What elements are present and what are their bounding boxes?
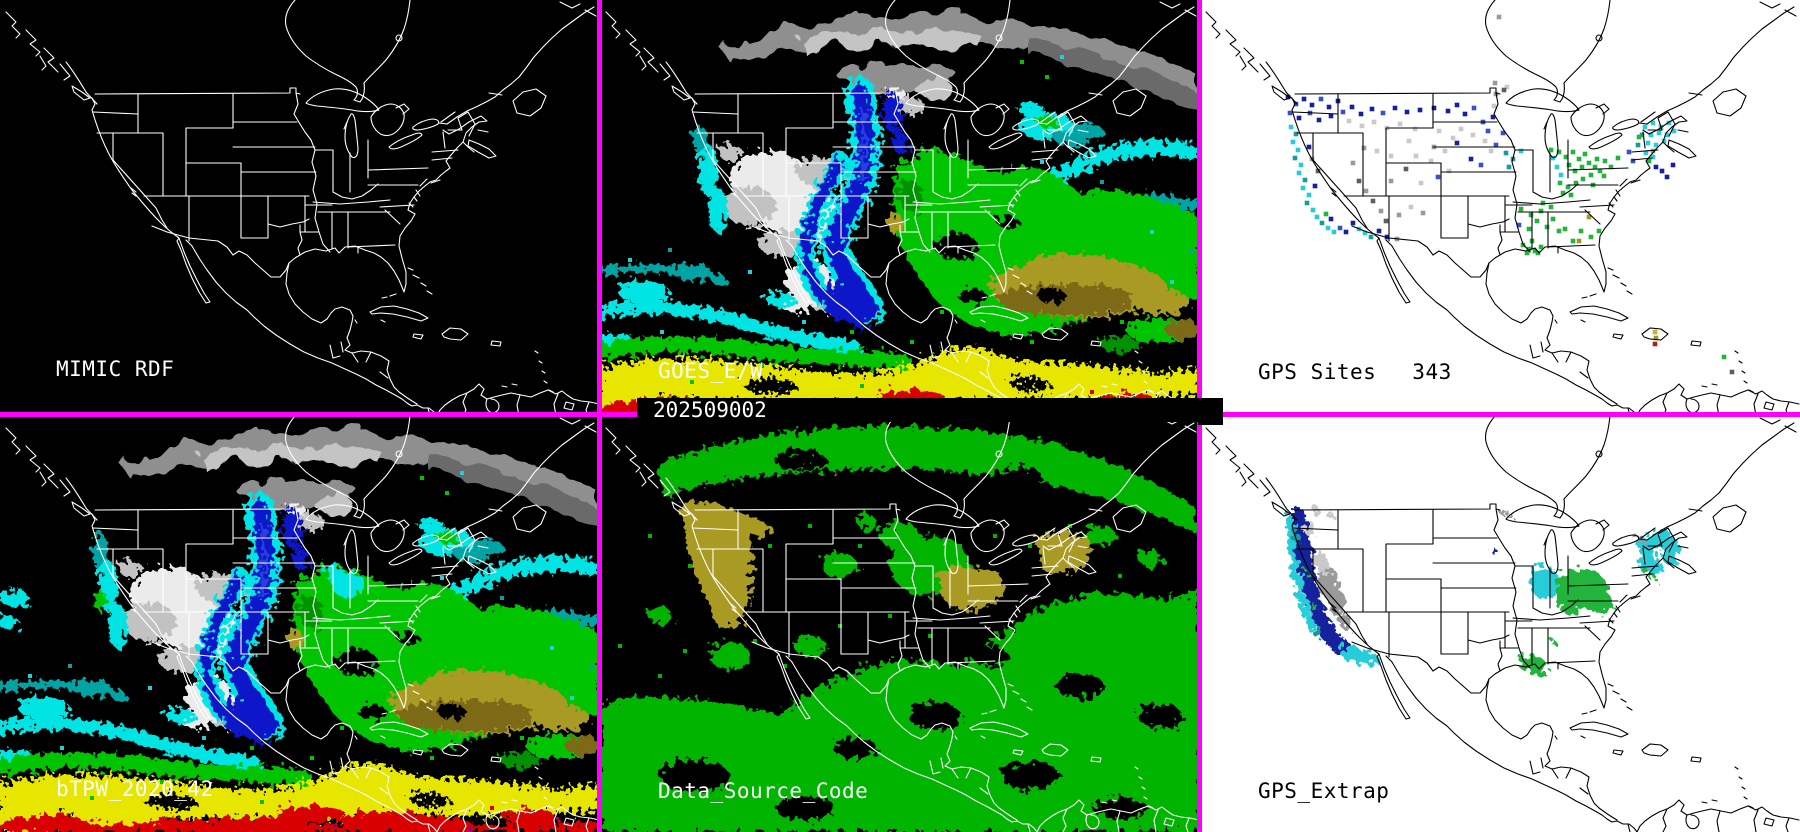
panel-label-btpw: bTPW_2020_42	[56, 777, 214, 801]
data-source-imagery	[600, 416, 1200, 832]
mimic-rdf-basemap	[5, 0, 600, 416]
gps-sites-caption: GPS Sites 343	[1258, 361, 1452, 383]
panel-gps-sites[interactable]: GPS Sites 343	[1200, 0, 1800, 416]
timestamp-bar: 202509002	[637, 398, 1223, 422]
btpw-imagery	[0, 416, 600, 832]
panel-label-gps-extrap: GPS_Extrap	[1258, 779, 1390, 803]
panel-label-mimic-rdf: MIMIC RDF	[56, 357, 175, 381]
goes-ew-imagery	[600, 0, 1200, 416]
timestamp-text: 202509002	[653, 398, 767, 422]
panel-mimic-rdf[interactable]: MIMIC RDF	[0, 0, 600, 416]
gps-extrap-map	[1205, 416, 1800, 832]
panel-label-goes-ew: GOES_E/W	[658, 359, 764, 383]
panel-goes-ew[interactable]: GOES_E/W	[600, 0, 1200, 416]
panel-gps-extrap[interactable]: GPS_Extrap	[1200, 416, 1800, 832]
gps-sites-count: 343	[1412, 360, 1452, 384]
panel-label-gps-sites: GPS Sites	[1258, 360, 1377, 384]
panel-label-data-source-code: Data_Source_Code	[658, 779, 869, 803]
gps-sites-map	[1205, 0, 1800, 416]
panel-btpw[interactable]: bTPW_2020_42	[0, 416, 600, 832]
panel-data-source-code[interactable]: Data_Source_Code	[600, 416, 1200, 832]
